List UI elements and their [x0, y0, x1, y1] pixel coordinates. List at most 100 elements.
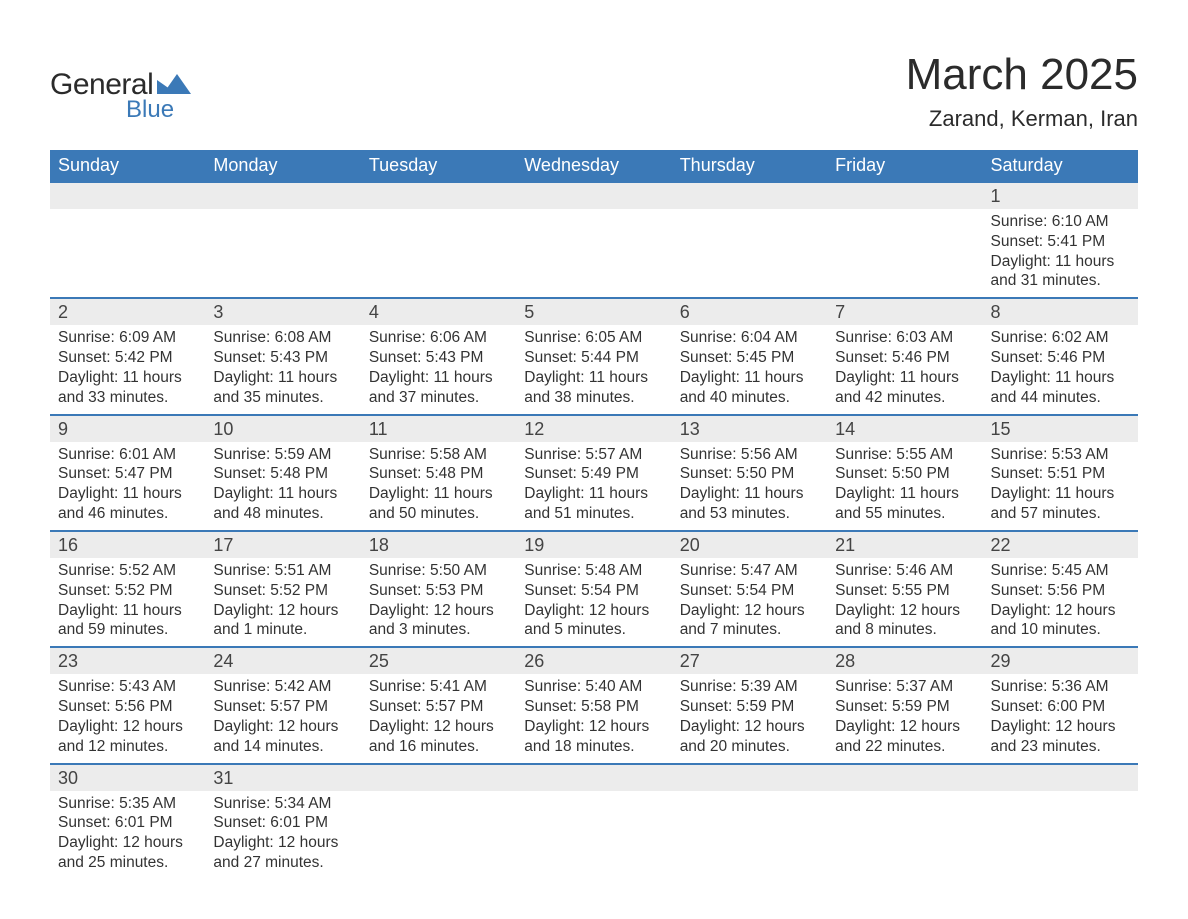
day-info-cell: Sunrise: 5:34 AMSunset: 6:01 PMDaylight:… [205, 791, 360, 879]
day-number-cell [50, 182, 205, 209]
day-info-cell: Sunrise: 5:57 AMSunset: 5:49 PMDaylight:… [516, 442, 671, 531]
day-info-cell: Sunrise: 6:01 AMSunset: 5:47 PMDaylight:… [50, 442, 205, 531]
week-daynum-row: 23242526272829 [50, 647, 1138, 674]
sunrise-text: Sunrise: 5:34 AM [213, 794, 352, 814]
week-info-row: Sunrise: 6:10 AMSunset: 5:41 PMDaylight:… [50, 209, 1138, 298]
week-daynum-row: 1 [50, 182, 1138, 209]
location-subtitle: Zarand, Kerman, Iran [906, 106, 1138, 132]
sunset-text: Sunset: 5:53 PM [369, 581, 508, 601]
sunrise-text: Sunrise: 6:10 AM [991, 212, 1130, 232]
day-info-cell: Sunrise: 5:35 AMSunset: 6:01 PMDaylight:… [50, 791, 205, 879]
sunset-text: Sunset: 5:56 PM [58, 697, 197, 717]
sunset-text: Sunset: 5:52 PM [213, 581, 352, 601]
sunrise-text: Sunrise: 6:08 AM [213, 328, 352, 348]
daylight-text: Daylight: 12 hours and 16 minutes. [369, 717, 508, 757]
day-number-cell: 24 [205, 647, 360, 674]
sunrise-text: Sunrise: 5:48 AM [524, 561, 663, 581]
day-info-cell [983, 791, 1138, 879]
sunrise-text: Sunrise: 5:36 AM [991, 677, 1130, 697]
week-info-row: Sunrise: 5:35 AMSunset: 6:01 PMDaylight:… [50, 791, 1138, 879]
day-number-cell: 29 [983, 647, 1138, 674]
sunset-text: Sunset: 5:47 PM [58, 464, 197, 484]
day-info-cell: Sunrise: 5:36 AMSunset: 6:00 PMDaylight:… [983, 674, 1138, 763]
day-info-cell: Sunrise: 5:40 AMSunset: 5:58 PMDaylight:… [516, 674, 671, 763]
sunrise-text: Sunrise: 6:02 AM [991, 328, 1130, 348]
week-info-row: Sunrise: 6:09 AMSunset: 5:42 PMDaylight:… [50, 325, 1138, 414]
day-number-cell: 4 [361, 298, 516, 325]
week-info-row: Sunrise: 5:52 AMSunset: 5:52 PMDaylight:… [50, 558, 1138, 647]
day-number-cell: 18 [361, 531, 516, 558]
week-daynum-row: 9101112131415 [50, 415, 1138, 442]
daylight-text: Daylight: 12 hours and 7 minutes. [680, 601, 819, 641]
sunset-text: Sunset: 5:46 PM [835, 348, 974, 368]
day-info-cell: Sunrise: 5:39 AMSunset: 5:59 PMDaylight:… [672, 674, 827, 763]
day-info-cell: Sunrise: 5:56 AMSunset: 5:50 PMDaylight:… [672, 442, 827, 531]
sunrise-text: Sunrise: 5:39 AM [680, 677, 819, 697]
daylight-text: Daylight: 12 hours and 10 minutes. [991, 601, 1130, 641]
day-info-cell: Sunrise: 5:58 AMSunset: 5:48 PMDaylight:… [361, 442, 516, 531]
sunset-text: Sunset: 5:45 PM [680, 348, 819, 368]
sunset-text: Sunset: 5:49 PM [524, 464, 663, 484]
week-daynum-row: 2345678 [50, 298, 1138, 325]
day-number-cell: 23 [50, 647, 205, 674]
logo: General Blue [50, 50, 191, 124]
day-number-cell [827, 182, 982, 209]
sunset-text: Sunset: 5:43 PM [369, 348, 508, 368]
sunrise-text: Sunrise: 5:56 AM [680, 445, 819, 465]
daylight-text: Daylight: 11 hours and 46 minutes. [58, 484, 197, 524]
page-header: General Blue March 2025 Zarand, Kerman, … [50, 50, 1138, 132]
sunset-text: Sunset: 5:52 PM [58, 581, 197, 601]
daylight-text: Daylight: 11 hours and 35 minutes. [213, 368, 352, 408]
col-thursday: Thursday [672, 150, 827, 182]
day-info-cell: Sunrise: 6:09 AMSunset: 5:42 PMDaylight:… [50, 325, 205, 414]
daylight-text: Daylight: 12 hours and 3 minutes. [369, 601, 508, 641]
day-info-cell [672, 791, 827, 879]
day-number-cell: 30 [50, 764, 205, 791]
calendar-table: Sunday Monday Tuesday Wednesday Thursday… [50, 150, 1138, 879]
day-number-cell: 13 [672, 415, 827, 442]
sunrise-text: Sunrise: 5:55 AM [835, 445, 974, 465]
col-tuesday: Tuesday [361, 150, 516, 182]
sunrise-text: Sunrise: 6:03 AM [835, 328, 974, 348]
day-number-cell: 9 [50, 415, 205, 442]
daylight-text: Daylight: 11 hours and 50 minutes. [369, 484, 508, 524]
day-info-cell [827, 791, 982, 879]
day-number-cell: 17 [205, 531, 360, 558]
day-info-cell: Sunrise: 5:50 AMSunset: 5:53 PMDaylight:… [361, 558, 516, 647]
day-info-cell: Sunrise: 5:45 AMSunset: 5:56 PMDaylight:… [983, 558, 1138, 647]
day-number-cell: 14 [827, 415, 982, 442]
day-number-cell [205, 182, 360, 209]
daylight-text: Daylight: 11 hours and 44 minutes. [991, 368, 1130, 408]
day-info-cell: Sunrise: 5:52 AMSunset: 5:52 PMDaylight:… [50, 558, 205, 647]
month-title: March 2025 [906, 50, 1138, 100]
day-number-cell: 28 [827, 647, 982, 674]
day-number-cell: 25 [361, 647, 516, 674]
sunrise-text: Sunrise: 5:47 AM [680, 561, 819, 581]
daylight-text: Daylight: 11 hours and 33 minutes. [58, 368, 197, 408]
sunset-text: Sunset: 6:01 PM [213, 813, 352, 833]
day-number-cell [516, 764, 671, 791]
sunrise-text: Sunrise: 5:53 AM [991, 445, 1130, 465]
sunset-text: Sunset: 6:00 PM [991, 697, 1130, 717]
day-info-cell: Sunrise: 5:46 AMSunset: 5:55 PMDaylight:… [827, 558, 982, 647]
day-info-cell: Sunrise: 5:43 AMSunset: 5:56 PMDaylight:… [50, 674, 205, 763]
sunrise-text: Sunrise: 5:58 AM [369, 445, 508, 465]
day-info-cell [672, 209, 827, 298]
day-info-cell: Sunrise: 5:37 AMSunset: 5:59 PMDaylight:… [827, 674, 982, 763]
sunset-text: Sunset: 5:54 PM [680, 581, 819, 601]
day-number-cell [361, 764, 516, 791]
day-info-cell: Sunrise: 5:59 AMSunset: 5:48 PMDaylight:… [205, 442, 360, 531]
sunset-text: Sunset: 5:58 PM [524, 697, 663, 717]
sunset-text: Sunset: 5:44 PM [524, 348, 663, 368]
day-info-cell: Sunrise: 6:03 AMSunset: 5:46 PMDaylight:… [827, 325, 982, 414]
sunrise-text: Sunrise: 5:46 AM [835, 561, 974, 581]
day-number-cell: 11 [361, 415, 516, 442]
day-number-cell: 16 [50, 531, 205, 558]
sunset-text: Sunset: 5:59 PM [835, 697, 974, 717]
day-info-cell: Sunrise: 5:41 AMSunset: 5:57 PMDaylight:… [361, 674, 516, 763]
day-number-cell: 8 [983, 298, 1138, 325]
day-info-cell: Sunrise: 6:06 AMSunset: 5:43 PMDaylight:… [361, 325, 516, 414]
daylight-text: Daylight: 11 hours and 51 minutes. [524, 484, 663, 524]
sunset-text: Sunset: 5:42 PM [58, 348, 197, 368]
sunset-text: Sunset: 5:46 PM [991, 348, 1130, 368]
